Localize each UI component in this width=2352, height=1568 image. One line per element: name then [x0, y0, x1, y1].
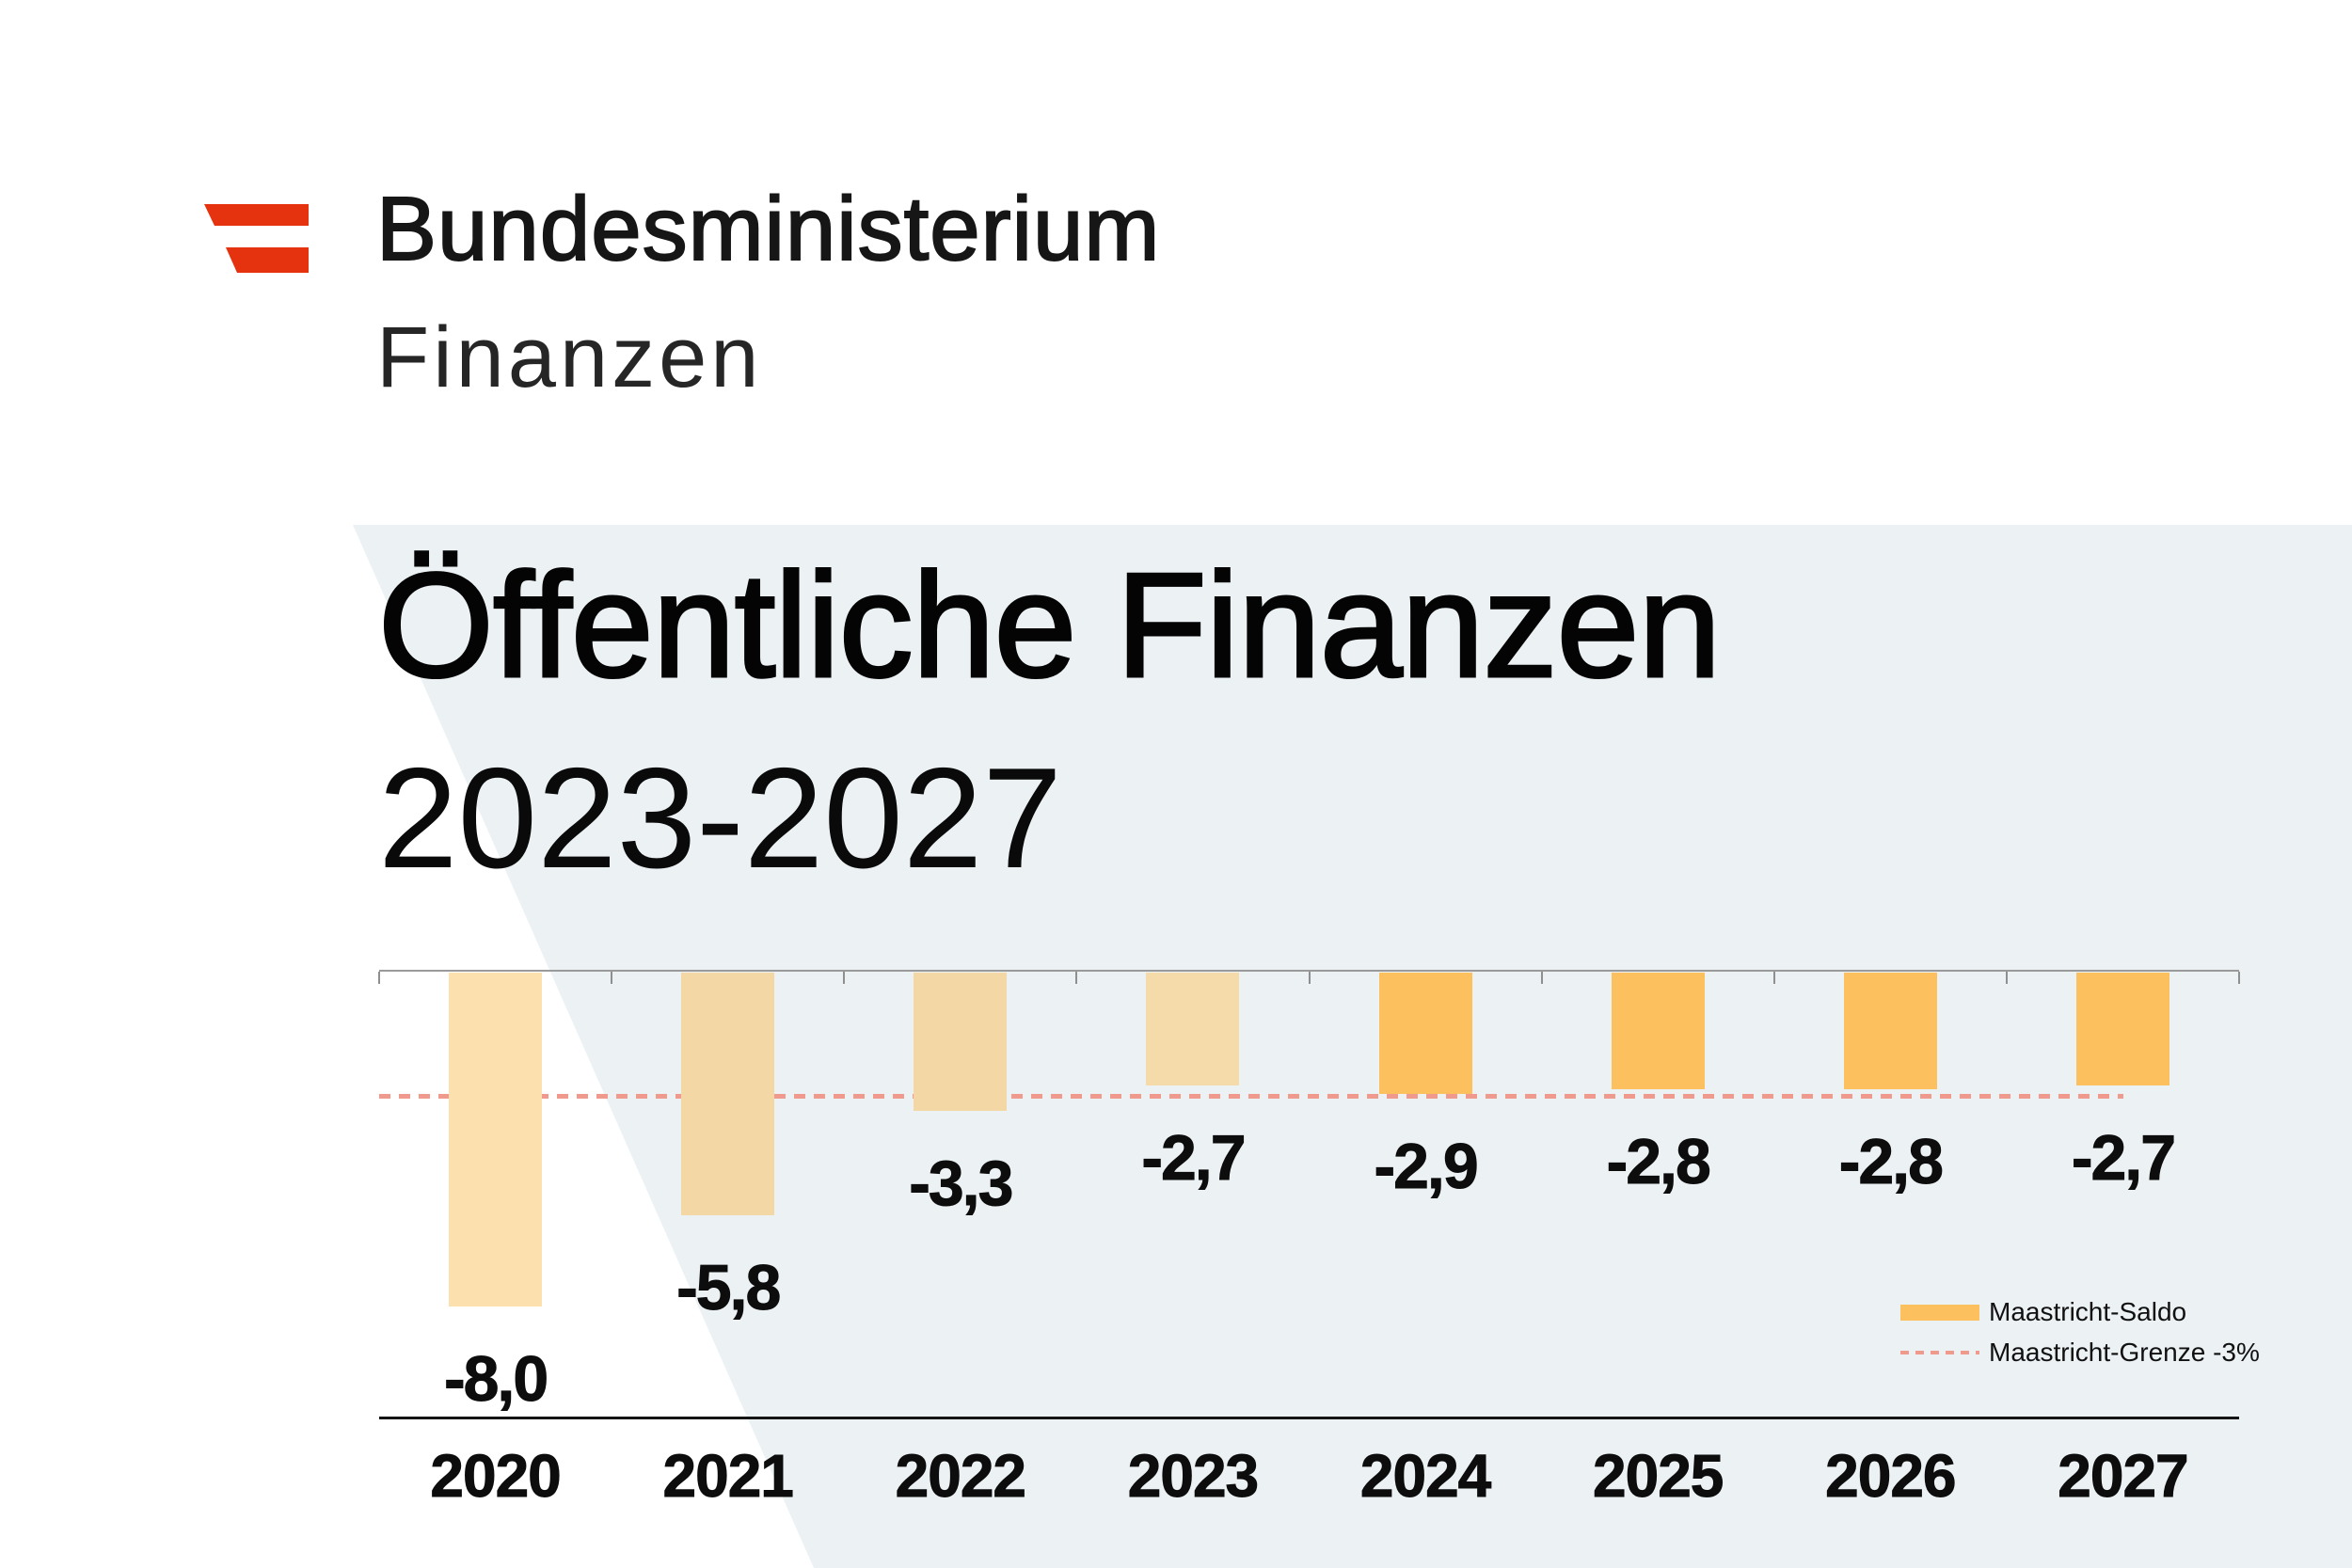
austria-flag-logo-icon: [204, 204, 309, 273]
year-label-2024: 2024: [1359, 1442, 1491, 1511]
bar-2022: [914, 973, 1008, 1111]
value-label-2022: -3,3: [909, 1148, 1014, 1220]
bar-2026: [1843, 973, 1937, 1089]
ministry-name: Bundesministerium: [375, 179, 1161, 279]
year-label-2026: 2026: [1825, 1442, 1957, 1511]
year-label-2021: 2021: [662, 1442, 794, 1511]
bar-2021: [681, 973, 775, 1215]
axis-tick: [1075, 972, 1078, 984]
axis-tick: [611, 972, 613, 984]
value-label-2026: -2,8: [1838, 1126, 1944, 1198]
axis-tick: [378, 972, 380, 984]
grenze-dash-icon: [1900, 1351, 1979, 1354]
year-label-2025: 2025: [1593, 1442, 1724, 1511]
bar-2027: [2075, 973, 2169, 1085]
ministry-wordmark: Bundesministerium Finanzen: [375, 179, 1161, 405]
x-axis-baseline: [379, 1417, 2239, 1419]
value-label-2024: -2,9: [1374, 1131, 1479, 1203]
year-label-2022: 2022: [895, 1442, 1026, 1511]
legend-label-saldo: Maastricht-Saldo: [1989, 1297, 2187, 1326]
value-label-2027: -2,7: [2071, 1122, 2176, 1195]
chart-title: Öffentliche Finanzen: [376, 543, 1722, 708]
chart-title-block: Öffentliche Finanzen 2023-2027: [376, 543, 1722, 898]
legend: Maastricht-Saldo Maastricht-Grenze -3%: [1900, 1296, 2260, 1377]
bar-2023: [1146, 973, 1240, 1085]
axis-tick: [1772, 972, 1775, 984]
bar-2024: [1378, 973, 1472, 1094]
legend-item-saldo: Maastricht-Saldo: [1900, 1296, 2260, 1328]
chart-subtitle-years: 2023-2027: [378, 738, 1062, 898]
value-label-2020: -8,0: [443, 1343, 548, 1416]
legend-item-grenze: Maastricht-Grenze -3%: [1900, 1337, 2260, 1369]
value-label-2023: -2,7: [1141, 1122, 1247, 1195]
bar-2020: [449, 973, 543, 1307]
value-label-2025: -2,8: [1606, 1126, 1711, 1198]
legend-label-grenze: Maastricht-Grenze -3%: [1989, 1338, 2260, 1367]
year-label-2027: 2027: [2058, 1442, 2189, 1511]
saldo-swatch-icon: [1900, 1304, 1979, 1321]
maastricht-limit-reference-line: [379, 1094, 2123, 1099]
value-label-2021: -5,8: [676, 1252, 782, 1324]
axis-tick: [2005, 972, 2008, 984]
bar-2025: [1611, 973, 1705, 1089]
axis-tick: [1308, 972, 1311, 984]
ministry-department: Finanzen: [376, 309, 763, 405]
axis-tick: [1540, 972, 1543, 984]
x-axis-zero-line: [379, 970, 2239, 972]
axis-tick: [843, 972, 846, 984]
year-label-2020: 2020: [430, 1442, 562, 1511]
year-label-2023: 2023: [1127, 1442, 1259, 1511]
axis-tick: [2238, 972, 2240, 984]
